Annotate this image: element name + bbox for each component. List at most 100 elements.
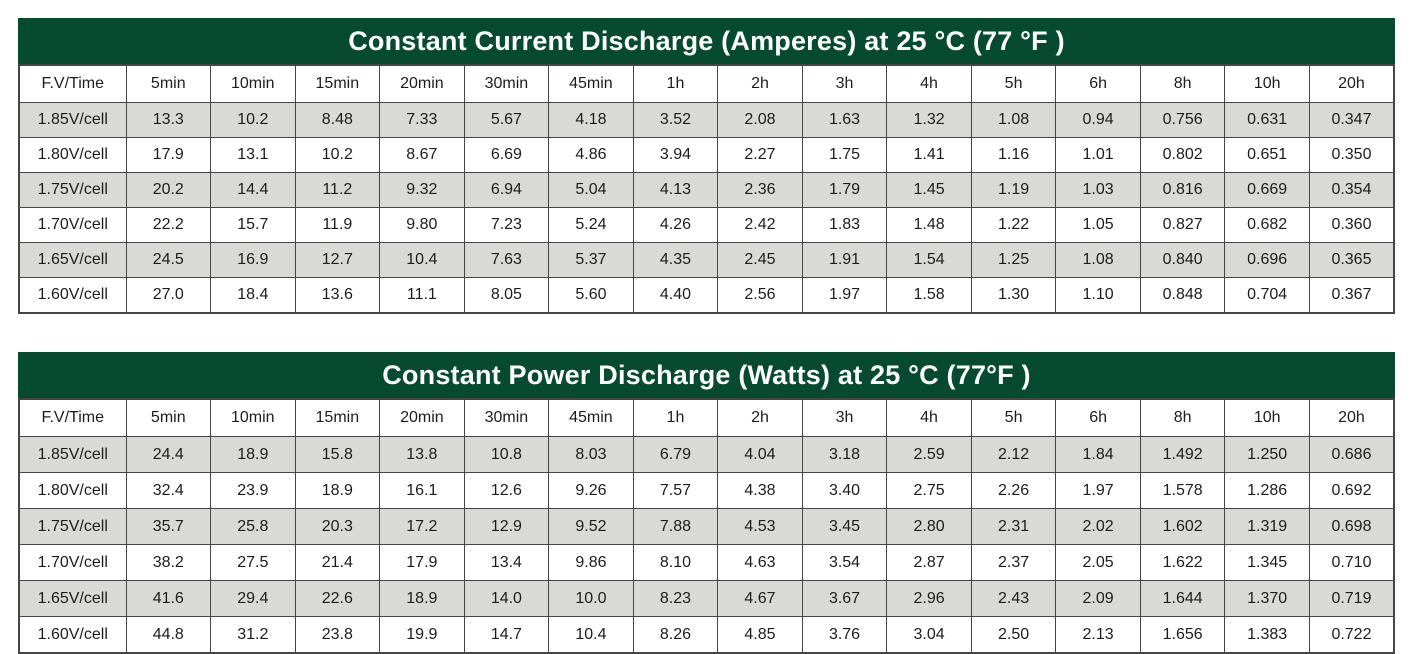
data-cell: 0.802: [1139, 137, 1226, 173]
column-header: 5h: [970, 398, 1057, 437]
data-cell: 7.88: [632, 508, 719, 545]
table-row: 1.85V/cell 24.4 18.9 15.8 13.8 10.8 8.03 6.79 4.…: [18, 436, 1395, 473]
column-header: 15min: [294, 398, 381, 437]
column-header: 5min: [125, 64, 212, 103]
data-cell: 7.23: [463, 207, 550, 243]
data-cell: 3.76: [801, 616, 888, 654]
data-cell: 31.2: [210, 616, 296, 654]
data-cell: 24.4: [125, 436, 212, 473]
column-header: 10min: [210, 64, 296, 103]
column-header: 10min: [210, 398, 296, 437]
data-cell: 25.8: [210, 508, 296, 545]
column-header: 45min: [548, 64, 634, 103]
data-cell: 3.45: [801, 508, 888, 545]
data-cell: 27.5: [210, 544, 296, 581]
data-cell: 5.37: [548, 242, 634, 278]
data-cell: 41.6: [125, 580, 212, 617]
data-cell: 10.4: [548, 616, 634, 654]
data-cell: 2.26: [970, 472, 1057, 509]
data-cell: 1.286: [1224, 472, 1310, 509]
column-header: 8h: [1139, 398, 1226, 437]
data-cell: 4.38: [717, 472, 803, 509]
column-header: 4h: [886, 398, 972, 437]
data-cell: 5.04: [548, 172, 634, 208]
data-cell: 1.19: [970, 172, 1057, 208]
column-header: 4h: [886, 64, 972, 103]
data-cell: 23.8: [294, 616, 381, 654]
data-cell: 0.367: [1308, 277, 1395, 314]
constant-power-title: Constant Power Discharge (Watts) at 25 °…: [382, 359, 1031, 390]
data-cell: 1.656: [1139, 616, 1226, 654]
data-cell: 9.86: [548, 544, 634, 581]
data-cell: 2.05: [1055, 544, 1141, 581]
data-cell: 1.319: [1224, 508, 1310, 545]
data-cell: 38.2: [125, 544, 212, 581]
data-cell: 1.30: [970, 277, 1057, 314]
data-cell: 8.48: [294, 102, 381, 138]
data-cell: 4.18: [548, 102, 634, 138]
column-header: 20h: [1308, 64, 1395, 103]
data-cell: 0.692: [1308, 472, 1395, 509]
constant-power-title-bar: Constant Power Discharge (Watts) at 25 °…: [18, 352, 1395, 398]
data-cell: 11.2: [294, 172, 381, 208]
data-cell: 7.57: [632, 472, 719, 509]
data-cell: 0.682: [1224, 207, 1310, 243]
constant-current-title: Constant Current Discharge (Amperes) at …: [348, 25, 1065, 56]
data-cell: 2.42: [717, 207, 803, 243]
column-header: 2h: [717, 64, 803, 103]
data-cell: 8.23: [632, 580, 719, 617]
data-cell: 0.827: [1139, 207, 1226, 243]
data-cell: 10.8: [463, 436, 550, 473]
data-cell: 4.40: [632, 277, 719, 314]
column-header: 5min: [125, 398, 212, 437]
data-cell: 1.41: [886, 137, 972, 173]
data-cell: 12.6: [463, 472, 550, 509]
data-cell: 0.698: [1308, 508, 1395, 545]
data-cell: 1.97: [1055, 472, 1141, 509]
table-row: 1.60V/cell 27.0 18.4 13.6 11.1 8.05 5.60 4.40 2.…: [18, 277, 1395, 314]
data-cell: 27.0: [125, 277, 212, 314]
data-cell: 4.63: [717, 544, 803, 581]
row-label: 1.60V/cell: [18, 277, 127, 314]
data-cell: 9.52: [548, 508, 634, 545]
data-cell: 12.7: [294, 242, 381, 278]
data-cell: 22.2: [125, 207, 212, 243]
data-cell: 0.686: [1308, 436, 1395, 473]
data-cell: 0.354: [1308, 172, 1395, 208]
data-cell: 4.04: [717, 436, 803, 473]
row-label: 1.80V/cell: [18, 472, 127, 509]
data-cell: 1.08: [1055, 242, 1141, 278]
constant-current-table: F.V/Time 5min 10min 15min 20min 30min 45min 1h 2…: [18, 64, 1395, 314]
data-cell: 4.26: [632, 207, 719, 243]
data-cell: 0.651: [1224, 137, 1310, 173]
data-cell: 7.33: [379, 102, 465, 138]
data-cell: 20.2: [125, 172, 212, 208]
table-row: 1.70V/cell 38.2 27.5 21.4 17.9 13.4 9.86 8.10 4.…: [18, 544, 1395, 581]
data-cell: 1.22: [970, 207, 1057, 243]
data-cell: 13.4: [463, 544, 550, 581]
data-cell: 1.48: [886, 207, 972, 243]
data-cell: 0.347: [1308, 102, 1395, 138]
table-row: 1.75V/cell 20.2 14.4 11.2 9.32 6.94 5.04 4.13 2.…: [18, 172, 1395, 208]
data-cell: 1.602: [1139, 508, 1226, 545]
data-cell: 4.67: [717, 580, 803, 617]
data-cell: 4.35: [632, 242, 719, 278]
data-cell: 1.250: [1224, 436, 1310, 473]
data-cell: 11.1: [379, 277, 465, 314]
data-cell: 2.80: [886, 508, 972, 545]
data-cell: 1.370: [1224, 580, 1310, 617]
data-cell: 20.3: [294, 508, 381, 545]
row-label: 1.70V/cell: [18, 207, 127, 243]
data-cell: 9.32: [379, 172, 465, 208]
column-header: 30min: [463, 64, 550, 103]
data-cell: 2.08: [717, 102, 803, 138]
data-cell: 19.9: [379, 616, 465, 654]
data-cell: 6.79: [632, 436, 719, 473]
data-cell: 3.54: [801, 544, 888, 581]
data-cell: 24.5: [125, 242, 212, 278]
data-cell: 2.36: [717, 172, 803, 208]
data-cell: 8.05: [463, 277, 550, 314]
data-cell: 1.45: [886, 172, 972, 208]
data-cell: 0.669: [1224, 172, 1310, 208]
data-cell: 2.50: [970, 616, 1057, 654]
